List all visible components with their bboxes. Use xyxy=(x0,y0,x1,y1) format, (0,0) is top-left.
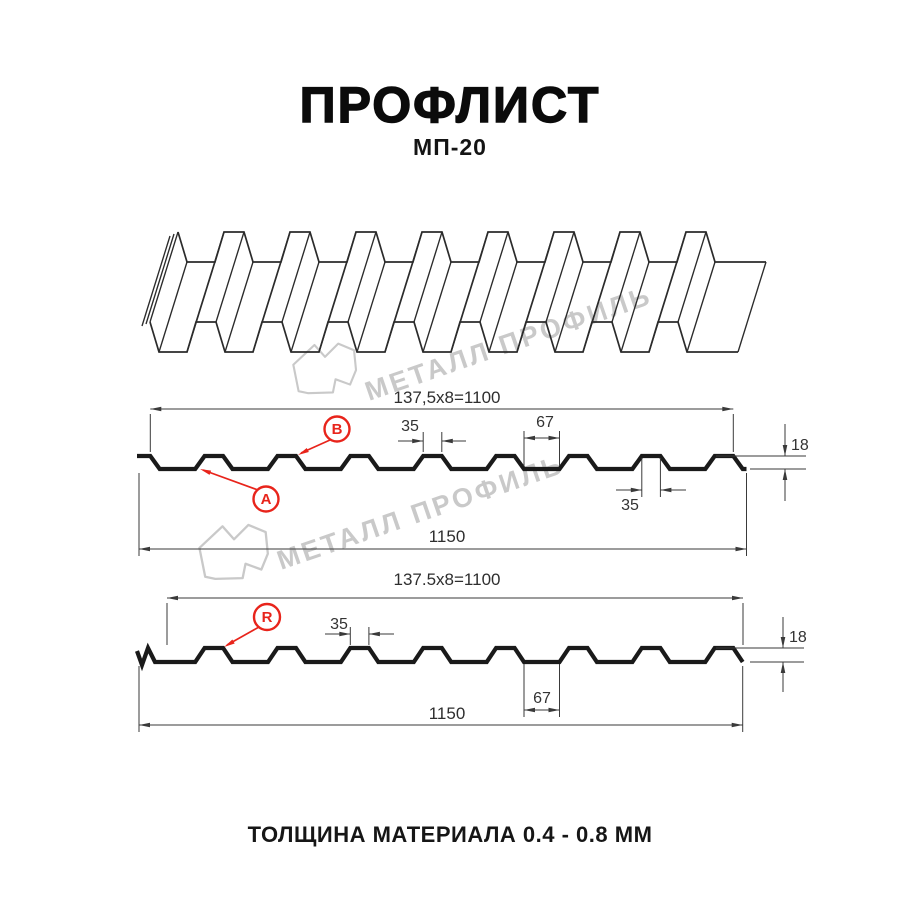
rib-length-line xyxy=(422,261,452,353)
arrowhead xyxy=(368,631,380,637)
arrowhead xyxy=(339,631,351,637)
rib-length-line xyxy=(356,261,386,353)
rib-length-line xyxy=(488,261,518,353)
arrowhead xyxy=(412,438,424,444)
dim-total-width: 1150 xyxy=(429,527,466,546)
label-a-circle xyxy=(252,485,280,513)
label-r-circle xyxy=(252,602,282,632)
arrowhead xyxy=(548,435,560,441)
arrowhead xyxy=(630,487,642,493)
arrowhead xyxy=(722,406,734,412)
rib-length-line xyxy=(327,231,357,323)
rib-length-line xyxy=(686,261,716,353)
rib-length-line xyxy=(281,231,311,323)
dim-total-width: 1150 xyxy=(429,704,466,723)
rib-length-line xyxy=(545,231,575,323)
rib-length-line xyxy=(224,261,254,353)
arrowhead xyxy=(139,546,150,552)
dim-coverage-width: 137.5x8=1100 xyxy=(394,570,501,589)
rib-length-line xyxy=(290,261,320,353)
rib-length-line xyxy=(591,231,621,323)
rib-length-line xyxy=(413,231,443,323)
thickness-note: ТОЛЩИНА МАТЕРИАЛА 0.4 - 0.8 ММ xyxy=(247,822,653,847)
arrowhead xyxy=(731,722,743,728)
profile-3d-view xyxy=(141,231,767,353)
arrowhead xyxy=(167,595,178,601)
arrowhead xyxy=(548,707,560,713)
arrowhead xyxy=(524,707,535,713)
dim-valley-width: 67 xyxy=(533,690,551,707)
rib-length-line xyxy=(261,231,291,323)
profile-model: МП-20 xyxy=(413,134,487,160)
rib-length-line xyxy=(677,231,707,323)
rib-length-line xyxy=(620,261,650,353)
cross-section-bottom: 137.5x8=1100 35 18 67 1150 R xyxy=(135,570,807,732)
label-b-circle xyxy=(323,415,351,443)
arrowhead xyxy=(524,435,535,441)
rib-length-line xyxy=(525,231,555,323)
arrowhead xyxy=(200,469,212,475)
rib-length-line xyxy=(195,231,225,323)
dim-rib-width: 35 xyxy=(330,616,348,633)
rib-length-line xyxy=(393,231,423,323)
rib-length-line xyxy=(347,231,377,323)
arrowhead xyxy=(780,662,786,673)
arrowhead xyxy=(150,406,162,412)
rib-length-line xyxy=(215,231,245,323)
arrowhead xyxy=(780,637,786,648)
brand-logo-outline xyxy=(292,342,358,395)
profile-outline xyxy=(137,453,747,472)
dim-profile-height: 18 xyxy=(789,629,807,646)
dim-profile-height: 18 xyxy=(791,437,809,454)
cross-section-top: 137,5x8=1100 35 67 18 35 1150 B A xyxy=(137,388,809,556)
dim-valley-width: 67 xyxy=(536,414,554,431)
arrowhead xyxy=(782,469,788,480)
label-a-leader xyxy=(202,469,259,491)
rib-length-line xyxy=(158,261,188,353)
arrowhead xyxy=(224,639,235,647)
rib-length-line xyxy=(737,261,767,353)
arrowhead xyxy=(441,438,453,444)
arrowhead xyxy=(139,722,150,728)
arrowhead xyxy=(782,445,788,456)
page-title: ПРОФЛИСТ xyxy=(299,77,601,133)
label-b: B xyxy=(332,421,343,438)
edge-thickness-line xyxy=(145,233,175,325)
edge-thickness-line xyxy=(141,235,171,327)
profile-outline xyxy=(135,642,745,672)
arrowhead xyxy=(660,487,672,493)
rib-length-line xyxy=(657,231,687,323)
label-r: R xyxy=(262,609,273,626)
label-a: A xyxy=(261,491,272,508)
dim-rib-width-lower: 35 xyxy=(621,497,639,514)
rib-length-line xyxy=(149,231,179,323)
dim-coverage-width: 137,5x8=1100 xyxy=(394,388,501,407)
rib-length-line xyxy=(459,231,489,323)
arrowhead xyxy=(298,447,309,455)
dim-rib-width: 35 xyxy=(401,418,419,435)
rib-length-line xyxy=(554,261,584,353)
arrowhead xyxy=(732,595,743,601)
rib-length-line xyxy=(611,231,641,323)
arrowhead xyxy=(735,546,747,552)
brand-logo-outline xyxy=(198,523,269,581)
rib-length-line xyxy=(479,231,509,323)
